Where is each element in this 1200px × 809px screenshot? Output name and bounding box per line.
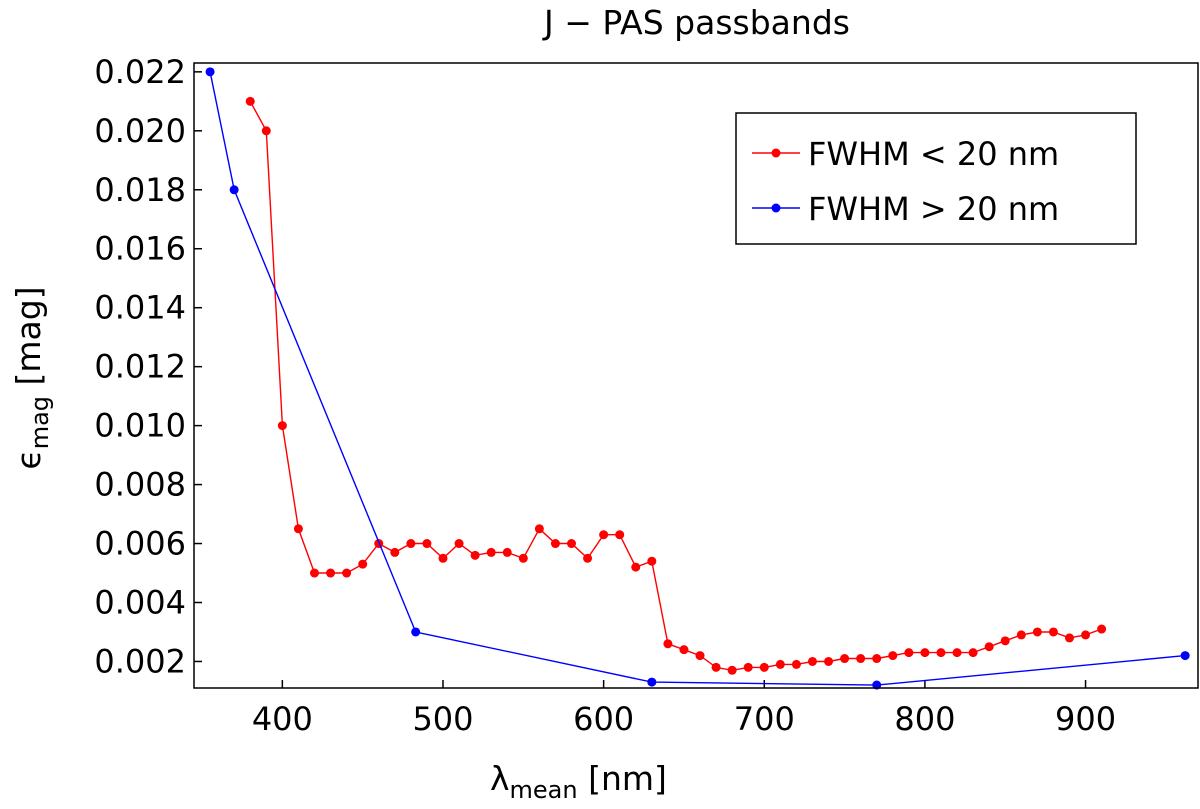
data-point — [711, 662, 721, 672]
data-point — [856, 654, 866, 664]
data-point — [952, 648, 962, 658]
data-point — [1081, 630, 1091, 640]
data-point — [824, 656, 834, 666]
data-point — [743, 662, 753, 672]
data-point — [534, 524, 544, 534]
data-point — [775, 659, 785, 669]
data-point — [245, 96, 255, 106]
data-point — [293, 524, 303, 534]
data-point — [567, 539, 577, 549]
data-point — [261, 126, 271, 136]
x-axis-title: λmean [nm] — [490, 759, 667, 804]
legend-box — [735, 112, 1137, 245]
data-point — [679, 645, 689, 655]
data-point — [326, 568, 336, 578]
y-tick-label: 0.004 — [94, 584, 186, 622]
y-tick-label: 0.022 — [94, 53, 186, 91]
data-point — [1016, 630, 1026, 640]
data-point — [631, 562, 641, 572]
data-point — [936, 648, 946, 658]
legend-marker-red — [771, 148, 781, 158]
data-point — [486, 547, 496, 557]
y-axis-title: ϵmag [mag] — [9, 286, 54, 469]
x-tick-label: 600 — [573, 700, 634, 738]
y-tick-label: 0.020 — [94, 112, 186, 150]
y-axis-subscript: mag — [26, 396, 54, 449]
data-point — [411, 627, 421, 637]
data-point — [1000, 636, 1010, 646]
data-point — [968, 648, 978, 658]
data-point — [1048, 627, 1058, 637]
data-point — [840, 654, 850, 664]
data-point — [695, 651, 705, 661]
y-tick-label: 0.002 — [94, 642, 186, 680]
data-point — [984, 642, 994, 652]
data-point — [422, 539, 432, 549]
data-point — [1064, 633, 1074, 643]
data-point — [390, 547, 400, 557]
data-point — [309, 568, 319, 578]
x-tick-label: 400 — [252, 700, 313, 738]
x-tick-label: 800 — [894, 700, 955, 738]
y-tick-label: 0.010 — [94, 407, 186, 445]
y-tick-label: 0.006 — [94, 525, 186, 563]
data-point — [358, 559, 368, 569]
x-axis-unit: [nm] — [578, 759, 667, 798]
data-point — [229, 185, 239, 195]
plot-series — [205, 67, 1190, 690]
x-tick-label: 500 — [412, 700, 473, 738]
legend-marker-blue — [771, 203, 781, 213]
data-point — [904, 648, 914, 658]
data-point — [406, 539, 416, 549]
legend: FWHM < 20 nm FWHM > 20 nm — [735, 112, 1137, 245]
data-point — [663, 639, 673, 649]
data-point — [1032, 627, 1042, 637]
data-point — [807, 656, 817, 666]
series-fwhm-narrow — [245, 96, 1107, 675]
y-tick-label: 0.008 — [94, 466, 186, 504]
x-axis-subscript: mean — [510, 776, 578, 804]
data-point — [599, 530, 609, 540]
data-point — [470, 550, 480, 560]
data-point — [502, 547, 512, 557]
data-point — [518, 553, 528, 563]
x-tick-label: 900 — [1055, 700, 1116, 738]
data-point — [438, 553, 448, 563]
data-point — [872, 654, 882, 664]
legend-label-blue: FWHM > 20 nm — [808, 190, 1059, 228]
data-point — [1180, 651, 1190, 661]
data-point — [888, 651, 898, 661]
y-tick-label: 0.018 — [94, 171, 186, 209]
x-tick-label: 700 — [734, 700, 795, 738]
legend-label-red: FWHM < 20 nm — [808, 135, 1059, 173]
y-tick-label: 0.016 — [94, 230, 186, 268]
data-point — [1097, 624, 1107, 634]
data-point — [920, 648, 930, 658]
y-tick-label: 0.012 — [94, 348, 186, 386]
data-point — [277, 421, 287, 431]
series-line — [209, 71, 1186, 686]
data-point — [550, 539, 560, 549]
x-axis-symbol: λ — [490, 759, 510, 798]
data-point — [342, 568, 352, 578]
plot-frame — [193, 62, 1199, 689]
chart-title: J − PAS passbands — [542, 3, 850, 42]
y-axis-symbol: ϵ — [9, 449, 48, 469]
data-point — [727, 665, 737, 675]
y-axis-unit: [mag] — [9, 286, 48, 396]
data-point — [205, 67, 215, 77]
data-point — [454, 539, 464, 549]
data-point — [583, 553, 593, 563]
data-point — [615, 530, 625, 540]
data-point — [647, 556, 657, 566]
y-axis-ticks: 0.002 0.004 0.006 0.008 0.010 0.012 0.014 0.016… — [94, 53, 202, 680]
x-axis-ticks: 400 500 600 700 800 900 — [252, 680, 1116, 738]
data-point — [791, 659, 801, 669]
data-point — [647, 677, 657, 687]
series-fwhm-broad — [205, 67, 1190, 690]
y-tick-label: 0.014 — [94, 289, 186, 327]
data-point — [759, 662, 769, 672]
